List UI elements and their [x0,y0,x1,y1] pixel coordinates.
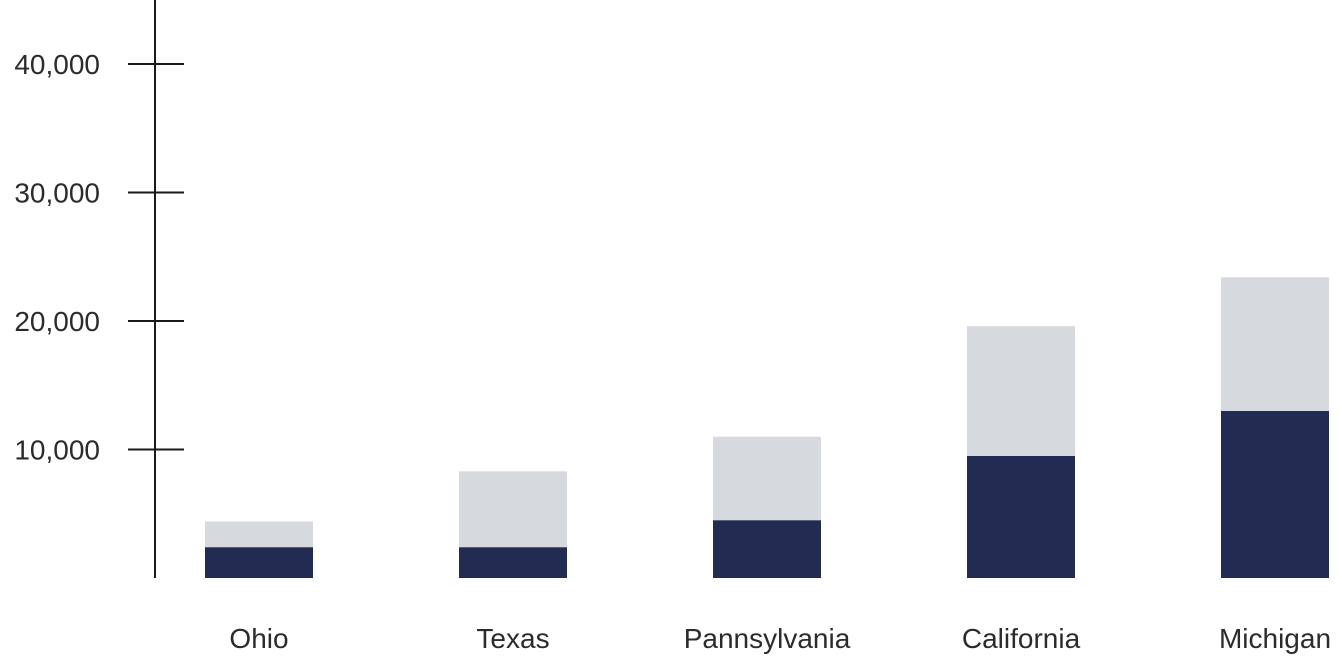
bar-pannsylvania-segment-2 [713,436,821,521]
bar-michigan-segment-1 [1221,410,1329,578]
bar-texas-segment-1 [459,547,567,578]
bar-pannsylvania-segment-1 [713,520,821,578]
y-tick-label-30000: 30,000 [14,178,100,209]
bars-layer [205,277,1329,578]
category-labels: Ohio Texas Pannsylvania California Michigan [229,623,1331,654]
x-tick-label-california: California [962,623,1081,654]
y-tick-label-40000: 40,000 [14,49,100,80]
bar-california-segment-2 [967,326,1075,456]
y-axis: 10,000 20,000 30,000 40,000 [14,0,184,578]
x-tick-label-texas: Texas [476,623,549,654]
x-tick-label-pannsylvania: Pannsylvania [684,623,851,654]
bar-texas-segment-2 [459,471,567,548]
bar-ohio-segment-2 [205,521,313,548]
x-tick-label-ohio: Ohio [229,623,288,654]
bar-michigan-segment-2 [1221,277,1329,411]
y-tick-label-20000: 20,000 [14,306,100,337]
x-tick-label-michigan: Michigan [1219,623,1331,654]
bar-ohio-segment-1 [205,547,313,578]
bar-california-segment-1 [967,455,1075,578]
y-tick-label-10000: 10,000 [14,435,100,466]
